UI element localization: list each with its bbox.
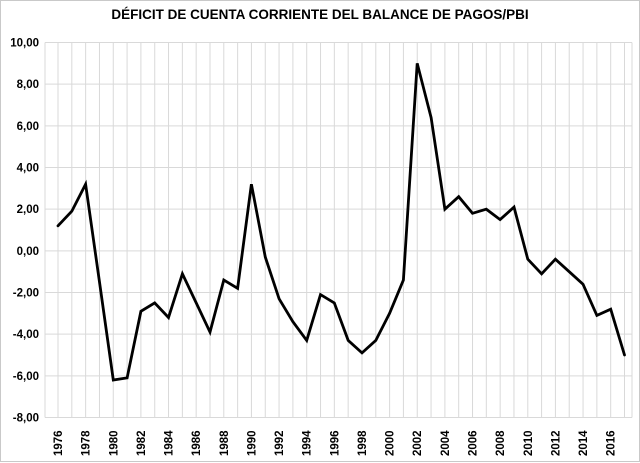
x-axis-tick-label: 2002 (412, 430, 424, 456)
x-axis-tick-label: 1994 (302, 430, 314, 456)
x-axis-tick-label: 2004 (440, 430, 452, 456)
x-axis-tick-label: 1978 (81, 430, 93, 456)
x-axis-tick-label: 2014 (578, 430, 590, 456)
x-axis-tick-label: 2012 (550, 430, 562, 456)
x-axis-tick-label: 1984 (164, 430, 176, 456)
y-axis-tick-label: 0,00 (17, 246, 39, 258)
x-axis-tick-label: 1988 (219, 430, 231, 456)
chart-title: DÉFICIT DE CUENTA CORRIENTE DEL BALANCE … (111, 7, 529, 22)
y-axis-tick-label: 4,00 (17, 163, 39, 175)
y-axis-tick-label: -6,00 (13, 371, 39, 383)
y-axis-tick-label: -2,00 (13, 288, 39, 300)
x-axis-tick-label: 2016 (606, 430, 618, 456)
x-axis-tick-label: 2006 (468, 430, 480, 456)
x-axis-tick-label: 1990 (246, 430, 258, 456)
y-axis-tick-label: 8,00 (17, 79, 39, 91)
x-axis-tick-label: 1996 (329, 430, 341, 456)
y-axis-tick-label: 6,00 (17, 121, 39, 133)
x-axis-tick-label: 1986 (191, 430, 203, 456)
x-axis-tick-label: 1980 (108, 430, 120, 456)
x-axis-tick-label: 2008 (495, 430, 507, 456)
y-axis-tick-label: 2,00 (17, 204, 39, 216)
y-axis-tick-label: 10,00 (10, 38, 39, 50)
y-axis-tick-label: -8,00 (13, 413, 39, 425)
x-axis-tick-label: 1998 (357, 430, 369, 456)
x-axis-tick-label: 2000 (385, 430, 397, 456)
x-axis-tick-label: 1982 (136, 430, 148, 456)
y-axis-tick-label: -4,00 (13, 329, 39, 341)
x-axis-tick-label: 1992 (274, 430, 286, 456)
data-line-series (56, 62, 626, 382)
x-axis-tick-label: 2010 (523, 430, 535, 456)
x-axis-tick-label: 1976 (53, 430, 65, 456)
